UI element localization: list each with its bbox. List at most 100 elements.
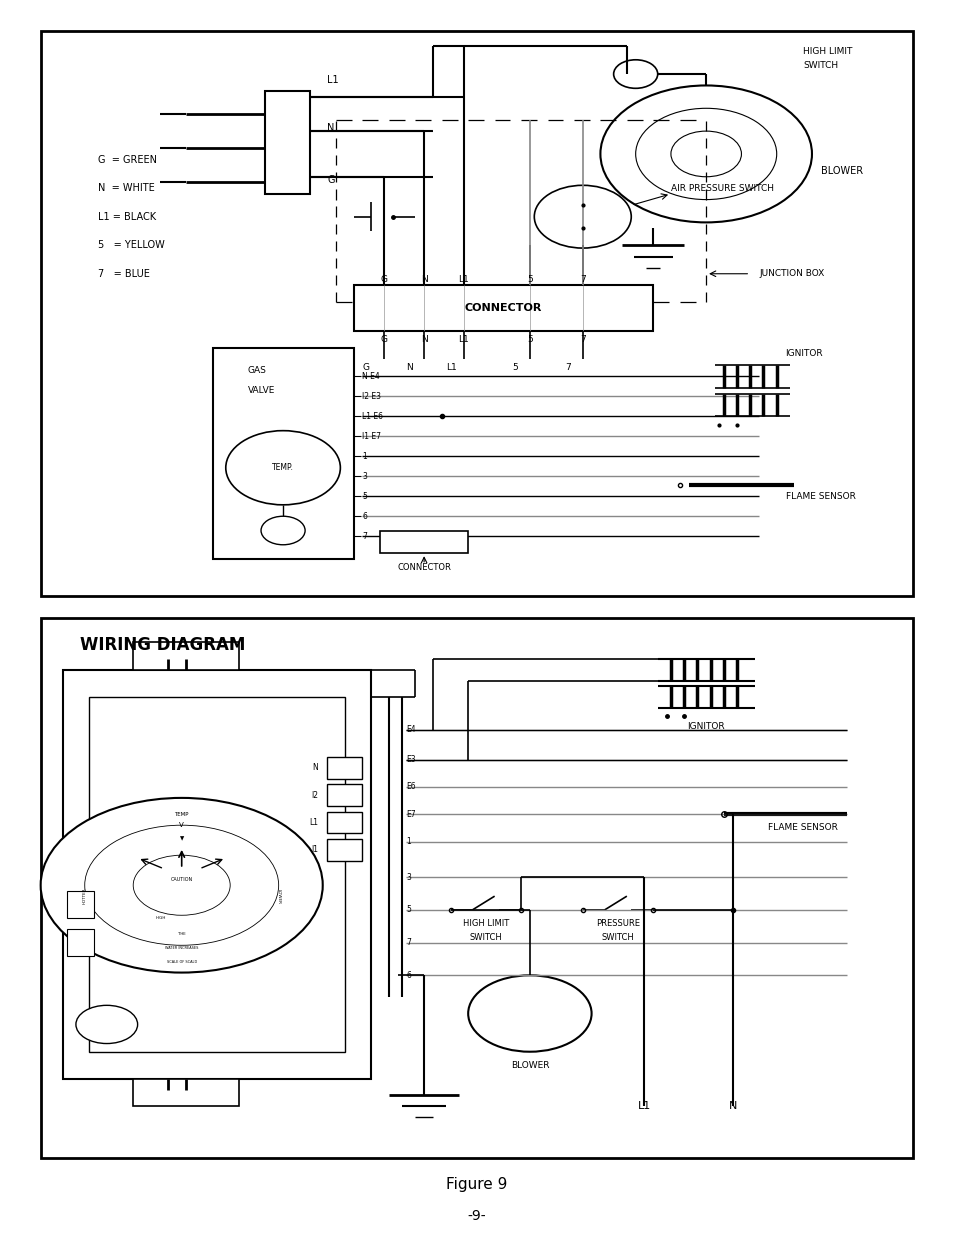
Text: 6: 6: [362, 511, 367, 521]
Bar: [327, 757, 362, 779]
Text: N E4: N E4: [362, 372, 379, 380]
Text: ▼: ▼: [179, 836, 184, 841]
Text: I2 E3: I2 E3: [362, 391, 381, 401]
Bar: [379, 531, 468, 553]
Text: HIGH: HIGH: [155, 916, 166, 920]
Text: L1 E6: L1 E6: [362, 412, 383, 421]
Text: FLAME SENSOR: FLAME SENSOR: [784, 492, 855, 500]
Text: WATER INCREASES: WATER INCREASES: [165, 946, 198, 950]
Bar: [67, 929, 93, 956]
Text: 1: 1: [362, 452, 367, 461]
Text: L1: L1: [446, 363, 456, 373]
Text: L1: L1: [327, 75, 338, 85]
Text: TEMP.: TEMP.: [272, 463, 294, 472]
Circle shape: [85, 825, 278, 945]
Text: CONNECTOR: CONNECTOR: [396, 563, 451, 572]
Text: HOTTER: HOTTER: [83, 888, 87, 904]
Text: N: N: [420, 335, 427, 343]
Text: IGNITOR: IGNITOR: [687, 722, 724, 731]
Text: N: N: [327, 124, 335, 133]
Text: E7: E7: [406, 810, 416, 819]
Circle shape: [534, 185, 631, 248]
Bar: [67, 890, 93, 918]
Circle shape: [613, 59, 657, 89]
Text: 5: 5: [526, 275, 532, 284]
Text: 6: 6: [406, 971, 411, 979]
Circle shape: [76, 1005, 137, 1044]
Text: SWITCH: SWITCH: [601, 932, 634, 941]
Text: L1: L1: [638, 1102, 651, 1112]
Circle shape: [133, 855, 230, 915]
Text: CONNECTOR: CONNECTOR: [464, 303, 541, 312]
Bar: [213, 348, 354, 559]
Text: L1: L1: [458, 335, 469, 343]
Text: 1: 1: [406, 837, 411, 846]
Text: 7: 7: [406, 939, 411, 947]
Text: 3: 3: [406, 873, 411, 882]
Text: FLAME SENSOR: FLAME SENSOR: [767, 824, 838, 832]
Text: BLOWER: BLOWER: [510, 1061, 549, 1070]
Text: G: G: [380, 335, 388, 343]
Text: 3: 3: [362, 472, 367, 480]
Circle shape: [670, 131, 740, 177]
Text: 7: 7: [579, 335, 585, 343]
Text: SWITCH: SWITCH: [469, 932, 501, 941]
Text: 7: 7: [564, 363, 570, 373]
Text: HIGH LIMIT: HIGH LIMIT: [802, 47, 852, 56]
Text: LOWER: LOWER: [276, 889, 280, 904]
Bar: [327, 784, 362, 806]
Text: I2: I2: [311, 790, 318, 800]
Text: 7: 7: [362, 532, 367, 541]
Text: L1: L1: [309, 818, 318, 827]
Bar: [133, 642, 239, 669]
Text: G: G: [327, 174, 335, 184]
Text: G  = GREEN: G = GREEN: [98, 154, 157, 164]
Text: Figure 9: Figure 9: [446, 1177, 507, 1193]
Text: E6: E6: [406, 783, 416, 792]
Text: TEMP: TEMP: [174, 811, 189, 816]
Text: L1: L1: [458, 275, 469, 284]
Text: 5: 5: [362, 492, 367, 500]
Bar: [327, 811, 362, 834]
Text: 5: 5: [512, 363, 517, 373]
Text: AIR PRESSURE SWITCH: AIR PRESSURE SWITCH: [670, 184, 773, 193]
Text: I1: I1: [311, 845, 318, 855]
Bar: [265, 91, 309, 194]
Text: WIRING DIAGRAM: WIRING DIAGRAM: [80, 636, 246, 655]
Bar: [63, 669, 371, 1079]
Text: N: N: [420, 275, 427, 284]
Bar: [327, 839, 362, 861]
Text: 5   = YELLOW: 5 = YELLOW: [98, 241, 165, 251]
Text: JUNCTION BOX: JUNCTION BOX: [759, 269, 823, 278]
Text: 5: 5: [406, 905, 411, 914]
Text: V: V: [179, 823, 184, 829]
Text: N: N: [313, 763, 318, 772]
Text: N: N: [406, 363, 413, 373]
Text: SCALE OF SCALD: SCALE OF SCALD: [167, 960, 196, 963]
Text: G: G: [362, 363, 369, 373]
Circle shape: [226, 431, 340, 505]
Circle shape: [468, 976, 591, 1052]
Text: HIGH LIMIT: HIGH LIMIT: [462, 919, 508, 927]
Text: PRESSURE: PRESSURE: [596, 919, 639, 927]
Bar: [89, 697, 344, 1052]
Circle shape: [635, 109, 776, 200]
Bar: [354, 285, 653, 331]
Text: CAUTION: CAUTION: [171, 877, 193, 882]
Text: BLOWER: BLOWER: [820, 165, 862, 177]
Text: VALVE: VALVE: [248, 387, 274, 395]
Text: 7   = BLUE: 7 = BLUE: [98, 269, 150, 279]
Text: E4: E4: [406, 725, 416, 734]
Bar: [133, 1079, 239, 1107]
Text: G: G: [380, 275, 388, 284]
Text: 7: 7: [579, 275, 585, 284]
Text: I1 E7: I1 E7: [362, 432, 381, 441]
Text: L1 = BLACK: L1 = BLACK: [98, 211, 156, 222]
Circle shape: [41, 798, 322, 973]
Circle shape: [261, 516, 305, 545]
Text: IGNITOR: IGNITOR: [784, 350, 822, 358]
Text: N  = WHITE: N = WHITE: [98, 183, 154, 193]
Circle shape: [599, 85, 811, 222]
Text: GAS: GAS: [248, 367, 267, 375]
Text: N: N: [728, 1102, 736, 1112]
